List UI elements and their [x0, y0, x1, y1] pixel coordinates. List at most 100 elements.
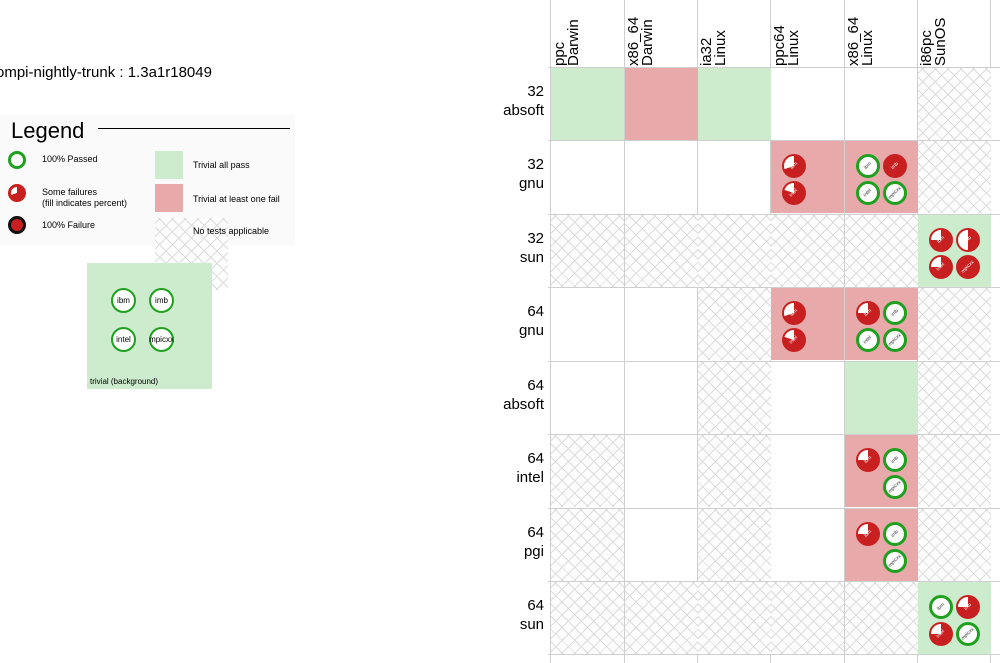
- test-failure-icon[interactable]: imb: [883, 154, 907, 178]
- test-passed-icon[interactable]: ibm: [856, 154, 880, 178]
- test-failure-icon[interactable]: imb: [956, 595, 980, 619]
- column-os-label: Darwin: [565, 19, 582, 66]
- result-cell[interactable]: [625, 288, 698, 360]
- no-tests-swatch: [155, 218, 228, 290]
- result-cell[interactable]: [698, 215, 771, 287]
- result-cell[interactable]: [771, 68, 844, 140]
- result-cell[interactable]: [551, 68, 624, 140]
- result-cell[interactable]: ibm imb mpicxx: [845, 435, 918, 507]
- result-cell[interactable]: [625, 435, 698, 507]
- result-cell[interactable]: [551, 362, 624, 434]
- legend-example-cell: ibm imb intel mpicxx trivial (background…: [87, 263, 212, 389]
- result-cell[interactable]: [551, 582, 624, 654]
- test-suite-label: intel: [788, 334, 800, 346]
- result-cell[interactable]: [625, 362, 698, 434]
- test-failure-icon[interactable]: intel: [782, 328, 806, 352]
- result-cell[interactable]: [845, 362, 918, 434]
- result-cell[interactable]: ibm imb intel mpicxx: [845, 141, 918, 213]
- test-suite-label: ibm: [863, 455, 873, 465]
- result-cell[interactable]: ibm intel: [771, 141, 844, 213]
- test-suite-label: imb: [890, 455, 900, 465]
- test-passed-icon[interactable]: mpicxx: [883, 328, 907, 352]
- test-passed-icon[interactable]: imb: [883, 522, 907, 546]
- row-compiler-label: gnu: [518, 322, 544, 339]
- test-passed-icon[interactable]: mpicxx: [883, 549, 907, 573]
- test-passed-icon[interactable]: imb: [883, 448, 907, 472]
- grid-line-horizontal: [548, 434, 1000, 435]
- passed-icon: [8, 151, 26, 169]
- test-passed-icon[interactable]: imb: [883, 301, 907, 325]
- grid-line-vertical: [550, 0, 551, 663]
- result-cell[interactable]: [918, 288, 991, 360]
- result-cell[interactable]: ibm imb intel mpicxx: [918, 582, 991, 654]
- test-failure-icon[interactable]: ibm: [856, 522, 880, 546]
- grid-line-horizontal: [548, 361, 1000, 362]
- result-cell[interactable]: [771, 362, 844, 434]
- result-cell[interactable]: [845, 215, 918, 287]
- result-cell[interactable]: [918, 68, 991, 140]
- result-cell[interactable]: [551, 215, 624, 287]
- row-compiler-label: gnu: [518, 175, 544, 192]
- result-cell[interactable]: [918, 509, 991, 581]
- legend-some-failures-line1: Some failures: [42, 187, 98, 197]
- result-cell[interactable]: [551, 435, 624, 507]
- result-cell[interactable]: [771, 509, 844, 581]
- result-cell[interactable]: [918, 141, 991, 213]
- result-cell[interactable]: [698, 141, 771, 213]
- test-passed-icon[interactable]: intel: [856, 181, 880, 205]
- result-cell[interactable]: [845, 582, 918, 654]
- column-header: i86pc SunOS: [918, 2, 978, 66]
- test-failure-icon[interactable]: intel: [929, 255, 953, 279]
- test-passed-icon[interactable]: mpicxx: [883, 181, 907, 205]
- result-cell[interactable]: [625, 582, 698, 654]
- test-suite-label: mpicxx: [887, 553, 903, 569]
- result-cell[interactable]: [625, 509, 698, 581]
- row-bits-label: 64: [527, 597, 544, 614]
- result-cell[interactable]: [771, 215, 844, 287]
- result-cell[interactable]: [918, 435, 991, 507]
- test-passed-icon[interactable]: mpicxx: [883, 475, 907, 499]
- result-cell[interactable]: ibm imb intel mpicxx: [918, 215, 991, 287]
- column-os-label: SunOS: [932, 17, 949, 66]
- result-cell[interactable]: [698, 68, 771, 140]
- test-passed-icon[interactable]: ibm: [929, 595, 953, 619]
- test-failure-icon[interactable]: ibm: [856, 448, 880, 472]
- result-cell[interactable]: ibm intel: [771, 288, 844, 360]
- result-cell[interactable]: [625, 68, 698, 140]
- test-failure-icon[interactable]: intel: [782, 181, 806, 205]
- result-cell[interactable]: [625, 215, 698, 287]
- result-cell[interactable]: [625, 141, 698, 213]
- test-failure-icon[interactable]: ibm: [782, 154, 806, 178]
- test-failure-icon[interactable]: intel: [929, 622, 953, 646]
- test-failure-icon[interactable]: ibm: [782, 301, 806, 325]
- result-cell[interactable]: [551, 509, 624, 581]
- legend-trivial-pass-label: Trivial all pass: [193, 160, 250, 170]
- result-cell[interactable]: [771, 582, 844, 654]
- result-cell[interactable]: ibm imb intel mpicxx: [845, 288, 918, 360]
- row-compiler-label: pgi: [523, 543, 544, 560]
- page-title: ompi-nightly-trunk : 1.3a1r18049: [0, 64, 212, 81]
- test-failure-icon[interactable]: imb: [956, 228, 980, 252]
- test-suite-label: ibm: [863, 308, 873, 318]
- result-cell[interactable]: [698, 582, 771, 654]
- test-failure-icon[interactable]: ibm: [929, 228, 953, 252]
- grid-line-vertical: [624, 0, 625, 663]
- result-cell[interactable]: [551, 288, 624, 360]
- result-cell[interactable]: [918, 362, 991, 434]
- result-cell[interactable]: [698, 435, 771, 507]
- result-cell[interactable]: [551, 141, 624, 213]
- result-cell[interactable]: ibm imb mpicxx: [845, 509, 918, 581]
- test-passed-icon[interactable]: intel: [856, 328, 880, 352]
- test-suite-label: mpicxx: [887, 185, 903, 201]
- test-passed-icon[interactable]: mpicxx: [956, 622, 980, 646]
- result-cell[interactable]: [698, 362, 771, 434]
- test-failure-icon[interactable]: mpicxx: [956, 255, 980, 279]
- result-cell[interactable]: [845, 68, 918, 140]
- result-cell[interactable]: [771, 435, 844, 507]
- test-suite-label: mpicxx: [887, 332, 903, 348]
- result-cell[interactable]: [698, 288, 771, 360]
- result-cell[interactable]: [698, 509, 771, 581]
- test-failure-icon[interactable]: ibm: [856, 301, 880, 325]
- test-suite-label: imb: [890, 529, 900, 539]
- test-suite-label: imb: [963, 235, 973, 245]
